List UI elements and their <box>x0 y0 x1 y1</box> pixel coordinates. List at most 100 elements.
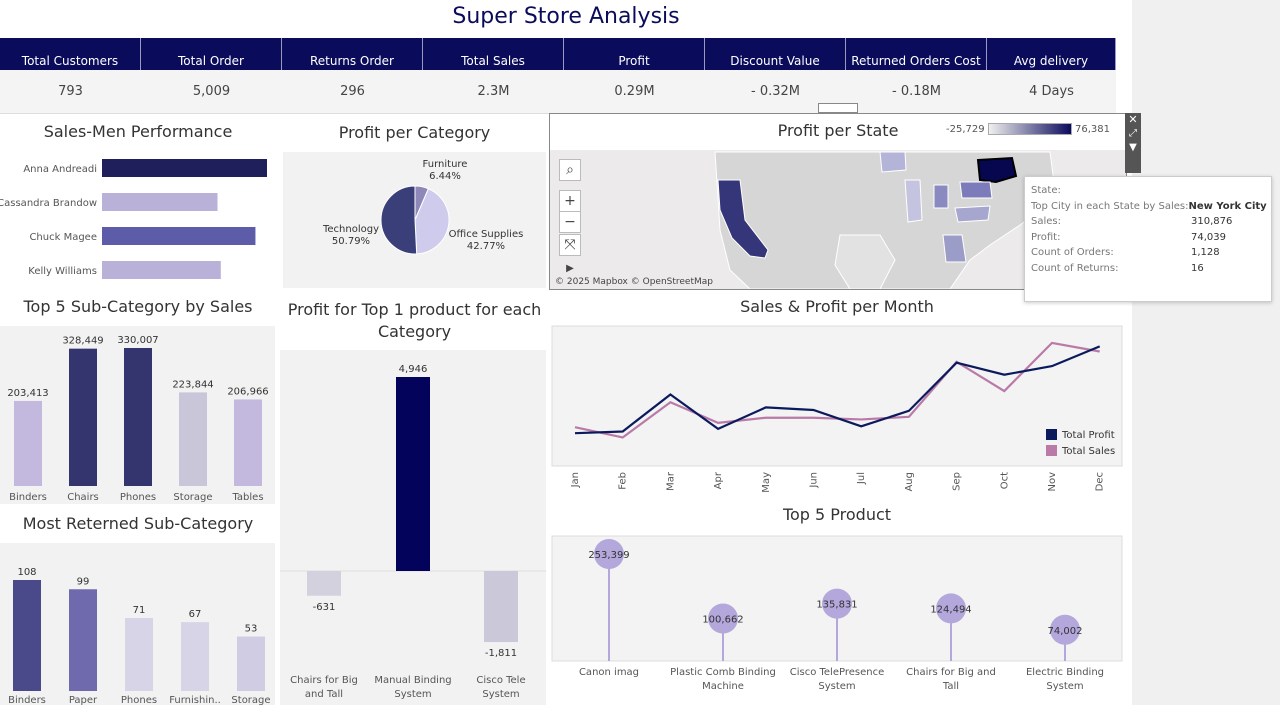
month-label: Dec <box>1095 472 1106 491</box>
kpi-label: Total Customers <box>0 38 141 70</box>
bar-category-label: Binders <box>9 492 47 503</box>
bar-label: Cassandra Brandow <box>0 198 97 209</box>
map-tooltip: State: Top City in each State by Sales: Ne… <box>1024 176 1272 302</box>
bar <box>181 622 209 691</box>
month-label: Sep <box>952 472 963 491</box>
bar-category-label: Chairs <box>67 492 99 503</box>
close-icon[interactable]: ✕ <box>1128 113 1138 126</box>
tooltip-key: Count of Returns: <box>1031 262 1119 274</box>
pie-slice <box>414 188 450 255</box>
map-legend-min: -25,729 <box>946 124 985 135</box>
reset-map-icon[interactable]: ⤧ <box>559 234 581 256</box>
zoom-out-icon[interactable]: − <box>559 211 581 233</box>
top1-product-chart[interactable]: -631 Chairs for Big and Tall 4,946 Manual Bi… <box>280 350 546 705</box>
bar-label: Anna Andreadi <box>23 164 97 175</box>
drag-handle-icon[interactable] <box>818 103 858 113</box>
map-toolbar: ✕ ⤢ ▼ <box>1125 113 1141 173</box>
kpi-label: Profit <box>564 38 705 70</box>
top5-product-title: Top 5 Product <box>782 505 892 524</box>
top5-product-chart[interactable]: 253,399 Canon imag 100,662 Plastic Comb Bin… <box>550 534 1124 704</box>
bar-category-label: Cisco Tele <box>476 675 525 686</box>
kpi-label: Avg delivery duration <box>987 38 1116 114</box>
month-label: Mar <box>665 471 676 491</box>
map-state-virginia <box>954 205 991 223</box>
bar-category-label: Paper <box>69 695 98 705</box>
map-state-ohio <box>933 184 949 209</box>
map-search-icon[interactable]: ⌕ <box>559 159 581 181</box>
salesmen-title: Sales-Men Performance <box>43 122 233 141</box>
bar-category-label: Chairs for Big <box>290 675 358 686</box>
bar-label: Kelly Williams <box>28 266 97 277</box>
map-state-georgia <box>942 234 967 263</box>
kpi-label: Discount Value <box>705 38 846 70</box>
month-label: Jul <box>856 472 867 485</box>
bar-category-label: Phones <box>121 695 157 705</box>
lollipop-category-label: Electric Binding <box>1026 667 1104 678</box>
zoom-in-icon[interactable]: + <box>559 190 581 212</box>
month-label: Feb <box>618 472 629 490</box>
month-label: Apr <box>713 471 724 489</box>
bar <box>69 589 97 691</box>
lollipop-head <box>1050 614 1080 645</box>
pie-value-label: 42.77% <box>467 241 505 252</box>
bar-value-label: 206,966 <box>227 386 268 397</box>
bar-value-label: 71 <box>133 605 146 616</box>
lollipop-head <box>708 603 738 634</box>
top5-sub-chart[interactable]: 203,413 Binders 328,449 Chairs 330,007 Phones… <box>0 326 275 504</box>
pie-category-label: Technology <box>322 224 379 235</box>
most-returned-title: Most Reterned Sub-Category <box>22 514 254 533</box>
lollipop-value-label: 253,399 <box>588 550 629 561</box>
pie-category-label: Office Supplies <box>449 229 524 240</box>
sales-profit-chart[interactable]: Jan Feb Mar Apr May Jun Jul Aug Sep Oct Nov Dec Tota… <box>550 324 1124 498</box>
lollipop-value-label: 74,002 <box>1048 626 1083 637</box>
play-icon[interactable]: ▶ <box>566 263 574 274</box>
tooltip-row: Count of Returns: 16 <box>1031 261 1265 277</box>
tooltip-row: Top City in each State by Sales: New York… <box>1031 199 1267 215</box>
bar <box>102 193 218 211</box>
tooltip-row: Profit: 74,039 <box>1031 230 1265 246</box>
bar-value-label: 53 <box>245 624 258 635</box>
bar <box>102 261 221 279</box>
bar <box>102 227 256 245</box>
top5-sub-title: Top 5 Sub-Category by Sales <box>23 297 253 316</box>
lollipop-value-label: 124,494 <box>930 604 971 615</box>
bar-category-label: Storage <box>173 492 212 503</box>
salesmen-chart[interactable]: Anna Andreadi Cassandra Brandow Chuck Mage… <box>0 150 280 288</box>
most-returned-chart[interactable]: 108 Binders 99 Paper 71 Phones 67 Furnishin.. 53… <box>0 543 275 705</box>
tooltip-value: 310,876 <box>1191 216 1233 227</box>
filter-icon[interactable]: ▼ <box>1129 142 1137 153</box>
bar <box>484 571 518 643</box>
bar <box>13 580 41 691</box>
bar-category-label: System <box>482 689 519 700</box>
lollipop-value-label: 100,662 <box>702 614 743 625</box>
lollipop-category-label: System <box>1046 681 1083 692</box>
bar-value-label: 108 <box>17 567 36 578</box>
bar-category-label: Manual Binding <box>374 675 451 686</box>
bar <box>14 400 42 486</box>
us-map[interactable]: © 2025 Mapbox © OpenStreetMap <box>550 150 1126 289</box>
lollipop-category-label: Cisco TelePresence <box>790 667 885 678</box>
tooltip-value: 1,128 <box>1191 247 1220 258</box>
expand-icon[interactable]: ⤢ <box>1129 128 1137 139</box>
kpi-value: 2.3M <box>423 70 564 114</box>
lollipop-category-label: Machine <box>702 681 744 692</box>
lollipop-value-label: 135,831 <box>816 600 857 611</box>
kpi-label: Returned Orders Cost <box>846 38 987 70</box>
lollipop-category-label: System <box>818 681 855 692</box>
profit-category-title: Profit per Category <box>338 123 491 142</box>
tooltip-key: State: <box>1031 185 1061 196</box>
map-state-texas <box>834 234 896 289</box>
kpi-label: Total Sales <box>423 38 564 70</box>
legend-swatch <box>1046 429 1057 440</box>
bar <box>179 392 207 486</box>
map-state-california <box>717 179 769 259</box>
bar <box>124 348 152 486</box>
month-label: May <box>761 472 772 493</box>
bar <box>237 636 265 691</box>
map-legend-max: 76,381 <box>1075 124 1110 135</box>
pie-value-label: 6.44% <box>429 171 461 182</box>
lollipop-category-label: Chairs for Big and <box>906 667 996 678</box>
map-state-new-york <box>976 156 1018 184</box>
page-title: Super Store Analysis <box>452 4 680 29</box>
